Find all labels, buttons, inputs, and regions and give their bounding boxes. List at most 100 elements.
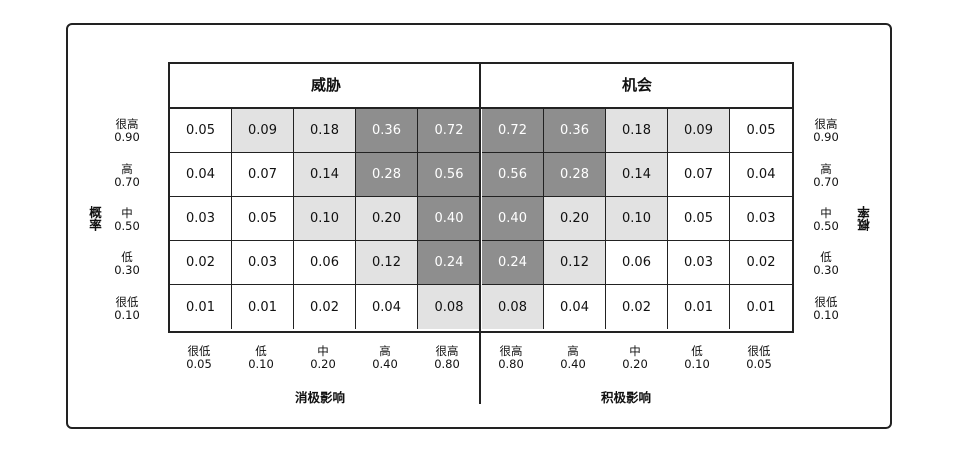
- impact-value: 0.10: [684, 357, 710, 371]
- probability-level: 高: [820, 162, 832, 176]
- probability-value: 0.30: [813, 263, 839, 277]
- impact-label: 高 0.40: [354, 345, 416, 371]
- impact-level: 低: [691, 344, 703, 358]
- matrix-cell: 0.72: [482, 109, 544, 153]
- probability-level: 中: [820, 206, 832, 220]
- probability-level: 很低: [814, 295, 838, 309]
- matrix-cell: 0.14: [606, 153, 668, 197]
- threat-header: 威胁: [310, 76, 341, 94]
- probability-label: 很低 0.10: [806, 296, 846, 322]
- matrix-cell: 0.03: [232, 241, 294, 285]
- matrix-cell: 0.24: [418, 241, 480, 285]
- impact-label: 很低 0.05: [168, 345, 230, 371]
- matrix-cell: 0.24: [482, 241, 544, 285]
- matrix-cell: 0.04: [544, 285, 606, 329]
- probability-level: 很高: [115, 117, 139, 131]
- negative-impact-title: 消极影响: [295, 390, 346, 405]
- probability-value: 0.50: [114, 219, 140, 233]
- matrix-cell: 0.12: [544, 241, 606, 285]
- probability-value: 0.10: [813, 308, 839, 322]
- matrix-cell: 0.08: [418, 285, 480, 329]
- matrix-cell: 0.09: [668, 109, 730, 153]
- probability-value: 0.70: [114, 175, 140, 189]
- probability-level: 低: [820, 250, 832, 264]
- matrix-cell: 0.07: [668, 153, 730, 197]
- probability-level: 低: [121, 250, 133, 264]
- matrix-cell: 0.10: [294, 197, 356, 241]
- matrix-cell: 0.05: [170, 109, 232, 153]
- matrix-cell: 0.40: [482, 197, 544, 241]
- probability-level: 高: [121, 162, 133, 176]
- matrix-cell: 0.40: [418, 197, 480, 241]
- probability-label: 低 0.30: [806, 251, 846, 277]
- impact-level: 很低: [187, 344, 211, 358]
- matrix-cell: 0.04: [170, 153, 232, 197]
- matrix-cell: 0.02: [730, 241, 792, 285]
- probability-impact-matrix: 威胁 机会 0.05 0.09 0.18 0.36 0.72 0.72 0.36 0.18 0.…: [168, 62, 794, 333]
- matrix-cell: 0.02: [294, 285, 356, 329]
- probability-level: 很高: [814, 117, 838, 131]
- opportunity-header: 机会: [621, 76, 652, 94]
- matrix-cell: 0.56: [418, 153, 480, 197]
- matrix-cell: 0.36: [544, 109, 606, 153]
- probability-label: 中 0.50: [107, 207, 147, 233]
- impact-value: 0.20: [622, 357, 648, 371]
- matrix-cell: 0.72: [418, 109, 480, 153]
- header-rule: [170, 107, 792, 109]
- probability-value: 0.90: [114, 130, 140, 144]
- probability-label: 低 0.30: [107, 251, 147, 277]
- impact-level: 很低: [747, 344, 771, 358]
- matrix-cell: 0.02: [170, 241, 232, 285]
- matrix-cell: 0.18: [606, 109, 668, 153]
- matrix-cell: 0.36: [356, 109, 418, 153]
- matrix-cell: 0.06: [606, 241, 668, 285]
- matrix-cell: 0.04: [356, 285, 418, 329]
- impact-label: 低 0.10: [666, 345, 728, 371]
- matrix-cell: 0.03: [730, 197, 792, 241]
- matrix-cell: 0.01: [170, 285, 232, 329]
- impact-label: 中 0.20: [292, 345, 354, 371]
- matrix-cell: 0.20: [356, 197, 418, 241]
- impact-level: 高: [379, 344, 391, 358]
- probability-label: 中 0.50: [806, 207, 846, 233]
- matrix-cell: 0.08: [482, 285, 544, 329]
- threat-opportunity-divider: [479, 62, 481, 404]
- probability-level: 中: [121, 206, 133, 220]
- probability-label: 高 0.70: [107, 163, 147, 189]
- impact-value: 0.80: [434, 357, 460, 371]
- matrix-cell: 0.28: [356, 153, 418, 197]
- impact-level: 很高: [499, 344, 523, 358]
- probability-label: 很高 0.90: [806, 118, 846, 144]
- outer-frame: [66, 23, 892, 429]
- matrix-cell: 0.04: [730, 153, 792, 197]
- matrix-cell: 0.02: [606, 285, 668, 329]
- probability-label: 高 0.70: [806, 163, 846, 189]
- impact-level: 很高: [435, 344, 459, 358]
- impact-level: 高: [567, 344, 579, 358]
- left-axis-title: 概率: [87, 206, 102, 231]
- impact-label: 高 0.40: [542, 345, 604, 371]
- matrix-cell: 0.03: [170, 197, 232, 241]
- matrix-cell: 0.03: [668, 241, 730, 285]
- probability-value: 0.70: [813, 175, 839, 189]
- matrix-cell: 0.07: [232, 153, 294, 197]
- probability-value: 0.50: [813, 219, 839, 233]
- impact-label: 很高 0.80: [480, 345, 542, 371]
- impact-label: 很低 0.05: [728, 345, 790, 371]
- probability-label: 很低 0.10: [107, 296, 147, 322]
- impact-value: 0.05: [746, 357, 772, 371]
- probability-value: 0.30: [114, 263, 140, 277]
- impact-label: 中 0.20: [604, 345, 666, 371]
- probability-label: 很高 0.90: [107, 118, 147, 144]
- impact-label: 低 0.10: [230, 345, 292, 371]
- matrix-cell: 0.01: [730, 285, 792, 329]
- matrix-cell: 0.18: [294, 109, 356, 153]
- matrix-cell: 0.10: [606, 197, 668, 241]
- matrix-cell: 0.20: [544, 197, 606, 241]
- probability-value: 0.10: [114, 308, 140, 322]
- impact-value: 0.20: [310, 357, 336, 371]
- matrix-cell: 0.14: [294, 153, 356, 197]
- matrix-cell: 0.12: [356, 241, 418, 285]
- probability-level: 很低: [115, 295, 139, 309]
- matrix-cell: 0.09: [232, 109, 294, 153]
